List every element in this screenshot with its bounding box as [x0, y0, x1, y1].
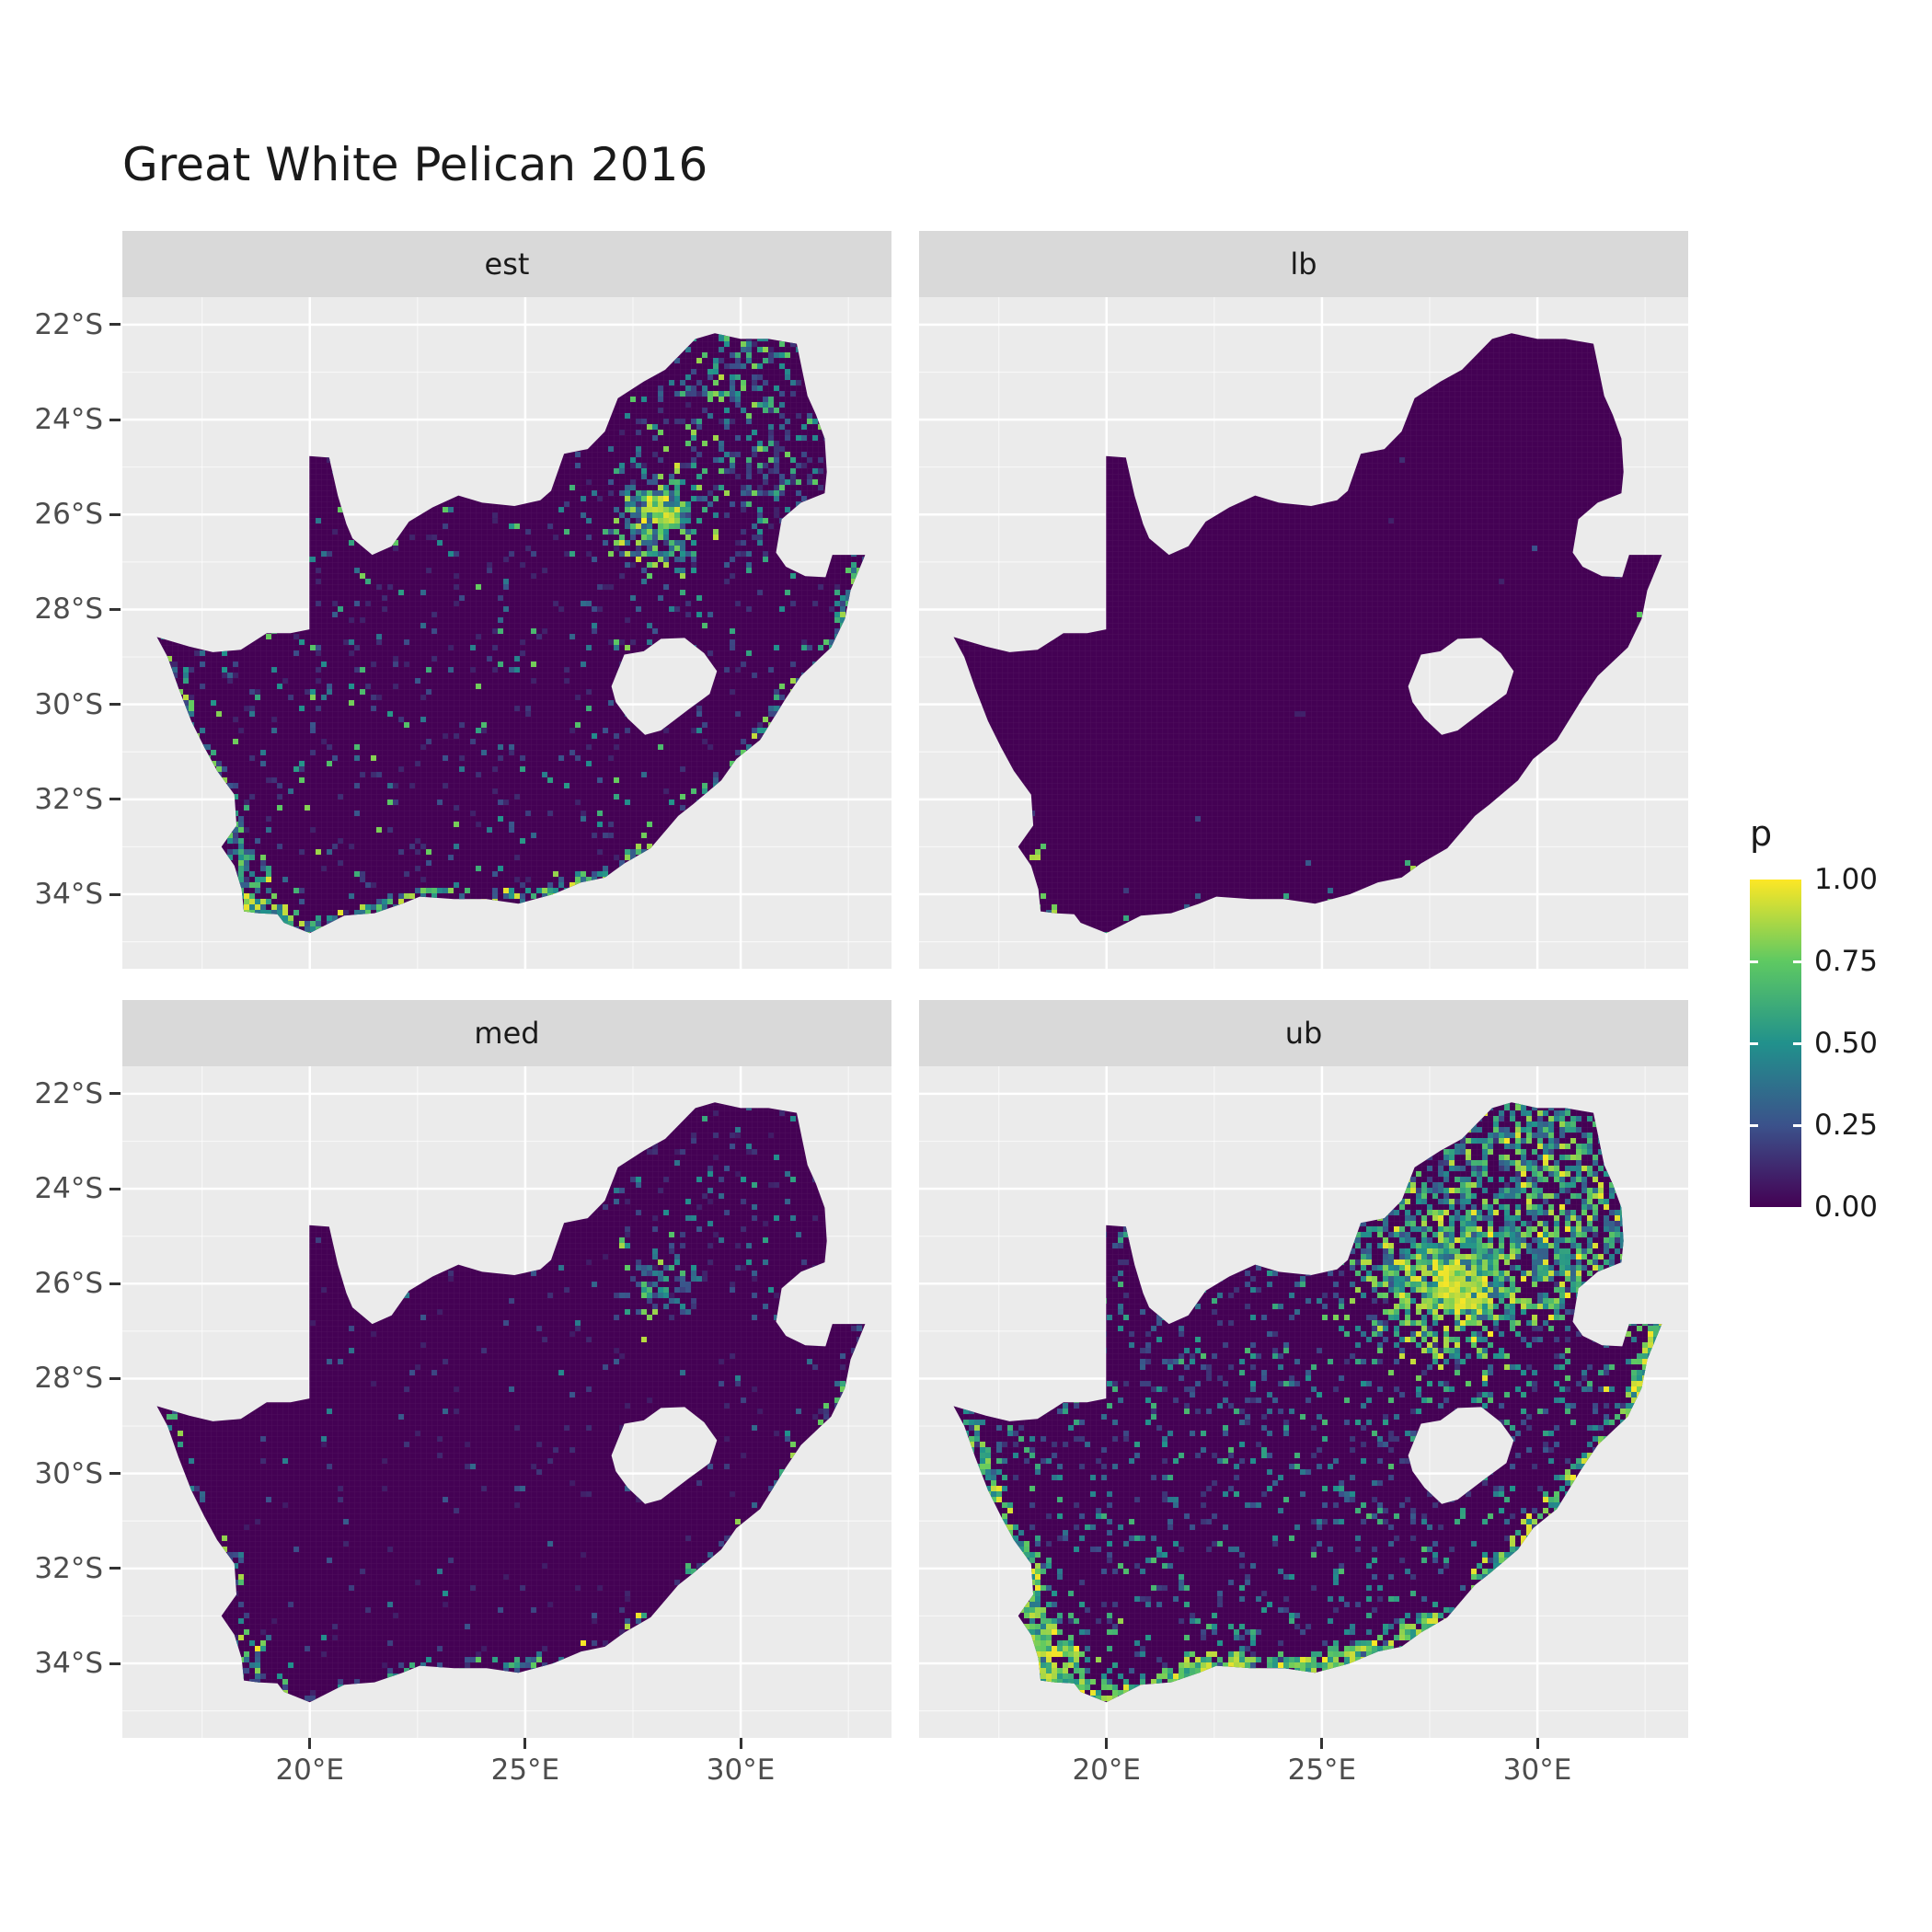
x-axis-tick-mark: [1105, 1738, 1109, 1749]
facet-strip-label: med: [474, 1016, 540, 1051]
legend-tick-label: 0.25: [1814, 1109, 1879, 1142]
y-axis-tick-label: 24°S: [34, 403, 103, 437]
facet-med: med: [122, 1000, 891, 1738]
facet-strip-label: lb: [1290, 247, 1317, 282]
legend-bar-tick: [1750, 1123, 1758, 1127]
y-axis-tick-mark: [109, 607, 121, 611]
x-axis-tick-mark: [523, 1738, 527, 1749]
facet-strip-lb: lb: [919, 231, 1688, 297]
facet-est: est: [122, 231, 891, 969]
y-axis-tick-mark: [109, 1472, 121, 1476]
map-svg-ub: [919, 1066, 1688, 1738]
y-axis-tick-label: 32°S: [34, 782, 103, 816]
map-svg-est: [122, 297, 891, 969]
color-legend: p 1.00 0.75 0.50 0.25 0.00: [1744, 813, 1932, 1255]
y-axis-tick-mark: [109, 798, 121, 801]
x-axis-tick-mark: [1320, 1738, 1324, 1749]
y-axis-tick-label: 34°S: [34, 1647, 103, 1680]
y-axis-tick-label: 22°S: [34, 307, 103, 341]
y-axis-tick-label: 32°S: [34, 1551, 103, 1585]
y-axis-tick-mark: [109, 418, 121, 421]
facet-ub: ub: [919, 1000, 1688, 1738]
y-axis-tick-mark: [109, 1567, 121, 1570]
facet-strip-label: ub: [1284, 1016, 1323, 1051]
y-axis-tick-mark: [109, 512, 121, 516]
legend-tick-label: 0.75: [1814, 945, 1879, 978]
y-axis-tick-label: 26°S: [34, 1267, 103, 1301]
legend-bar-tick: [1750, 960, 1758, 963]
y-axis-tick-label: 22°S: [34, 1076, 103, 1110]
x-axis-tick-mark: [1535, 1738, 1539, 1749]
map-svg-lb: [919, 297, 1688, 969]
legend-tick-label: 1.00: [1814, 863, 1879, 896]
legend-gradient-bar: [1750, 880, 1801, 1207]
y-axis-tick-label: 28°S: [34, 592, 103, 627]
legend-bar-tick: [1793, 1123, 1801, 1127]
facet-panel-med: [122, 1066, 891, 1738]
x-axis-tick-mark: [308, 1738, 312, 1749]
y-axis-tick-mark: [109, 323, 121, 327]
legend-tick-label: 0.50: [1814, 1027, 1879, 1060]
legend-bar-tick: [1750, 1041, 1758, 1045]
facet-panel-ub: [919, 1066, 1688, 1738]
y-axis-tick-mark: [109, 703, 121, 707]
x-axis-tick-label: 25°E: [490, 1754, 560, 1787]
x-axis-tick-mark: [739, 1738, 742, 1749]
y-axis-tick-label: 30°S: [34, 1456, 103, 1490]
y-axis-tick-label: 30°S: [34, 687, 103, 721]
legend-tick-label: 0.00: [1814, 1190, 1879, 1224]
y-axis-tick-mark: [109, 1282, 121, 1285]
facet-strip-med: med: [122, 1000, 891, 1066]
map-svg-med: [122, 1066, 891, 1738]
facet-strip-ub: ub: [919, 1000, 1688, 1066]
y-axis-tick-mark: [109, 1092, 121, 1096]
facet-panel-lb: [919, 297, 1688, 969]
facet-lb: lb: [919, 231, 1688, 969]
legend-bar-tick: [1793, 1041, 1801, 1045]
x-axis-tick-label: 30°E: [706, 1754, 776, 1787]
x-axis-tick-label: 30°E: [1502, 1754, 1572, 1787]
x-axis-tick-label: 20°E: [275, 1754, 344, 1787]
y-axis-tick-mark: [109, 1662, 121, 1665]
x-axis-tick-label: 20°E: [1072, 1754, 1141, 1787]
y-axis-tick-label: 26°S: [34, 498, 103, 532]
x-axis-tick-label: 25°E: [1287, 1754, 1357, 1787]
y-axis-tick-mark: [109, 892, 121, 896]
facet-strip-est: est: [122, 231, 891, 297]
chart-title: Great White Pelican 2016: [122, 138, 708, 191]
facet-panel-est: [122, 297, 891, 969]
y-axis-tick-mark: [109, 1376, 121, 1380]
legend-title: p: [1750, 813, 1773, 854]
y-axis-tick-label: 34°S: [34, 878, 103, 911]
y-axis-tick-mark: [109, 1187, 121, 1190]
facet-strip-label: est: [484, 247, 530, 282]
legend-bar-tick: [1793, 960, 1801, 963]
y-axis-tick-label: 24°S: [34, 1172, 103, 1206]
y-axis-tick-label: 28°S: [34, 1362, 103, 1396]
